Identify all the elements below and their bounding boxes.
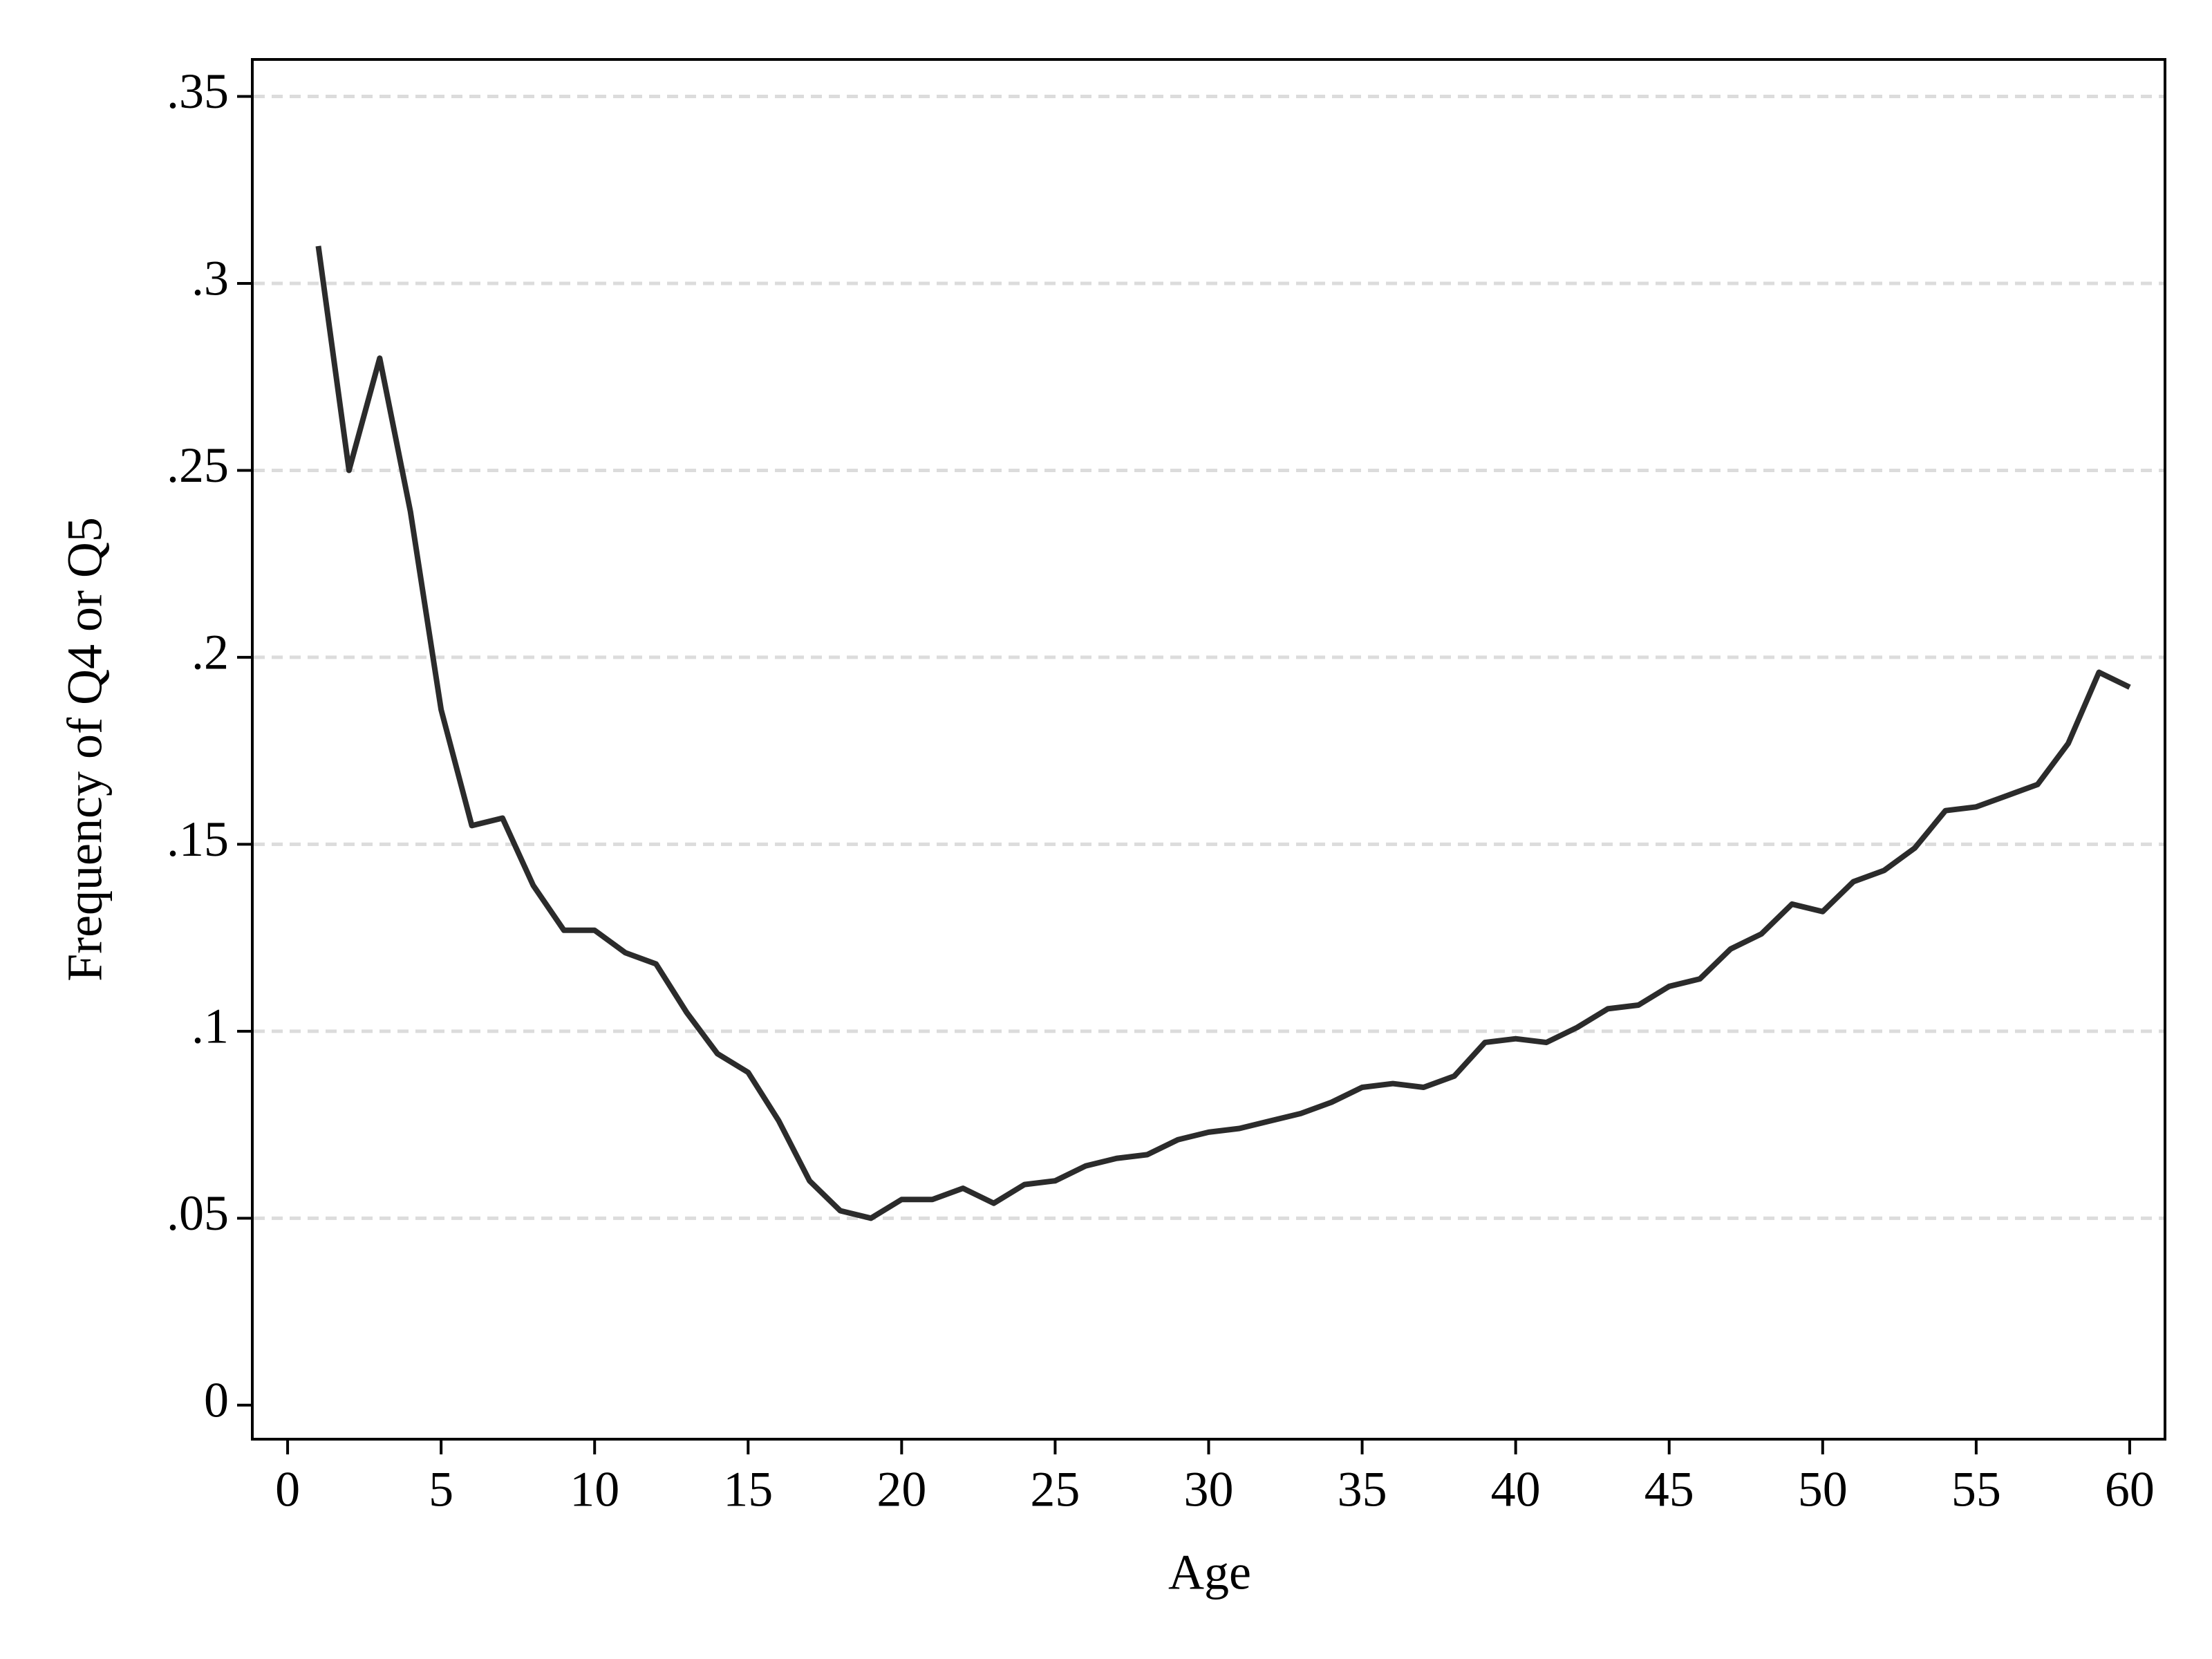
y-tick-label: 0 xyxy=(204,1372,229,1427)
y-tick-label: .05 xyxy=(167,1185,229,1241)
data-line xyxy=(315,245,2131,1221)
y-tick-label: .1 xyxy=(191,998,229,1053)
x-tick-label: 0 xyxy=(275,1462,300,1517)
x-axis-label: Age xyxy=(1168,1545,1251,1600)
y-tick-label: .2 xyxy=(191,624,229,679)
x-tick-label: 50 xyxy=(1798,1462,1848,1517)
y-tick-label: .15 xyxy=(167,812,229,867)
x-tick-label: 25 xyxy=(1030,1462,1080,1517)
y-tick-label: .35 xyxy=(167,64,229,119)
x-tick-label: 20 xyxy=(877,1462,926,1517)
x-tick-label: 35 xyxy=(1338,1462,1387,1517)
x-tick-label: 10 xyxy=(570,1462,619,1517)
x-tick-label: 55 xyxy=(1951,1462,2001,1517)
x-tick-label: 30 xyxy=(1184,1462,1234,1517)
x-tick-label: 15 xyxy=(723,1462,773,1517)
x-tick-label: 5 xyxy=(429,1462,453,1517)
x-tick-label: 40 xyxy=(1491,1462,1541,1517)
y-tick-label: .25 xyxy=(167,438,229,493)
x-tick-label: 45 xyxy=(1644,1462,1694,1517)
y-tick-label: .3 xyxy=(191,251,229,306)
x-tick-label: 60 xyxy=(2105,1462,2155,1517)
plot-frame xyxy=(251,58,2166,1441)
y-axis-label: Frequency of Q4 or Q5 xyxy=(57,517,113,982)
